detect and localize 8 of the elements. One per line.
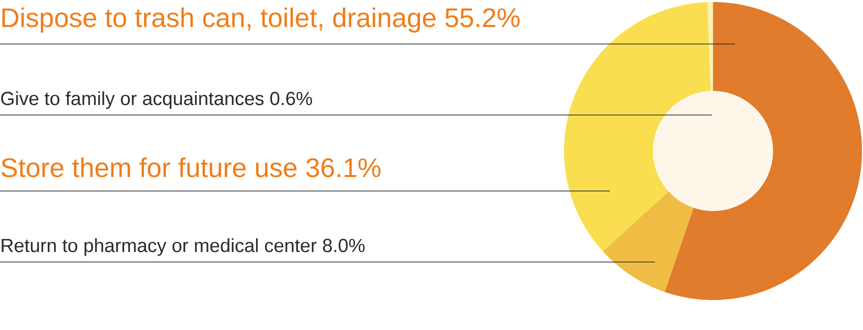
slice-label: Give to family or acquaintances: [1, 91, 264, 109]
data-label: 36.1%: [306, 158, 381, 178]
data-label: 0.6%: [270, 92, 312, 106]
data-label: 55.2%: [445, 8, 520, 28]
data-label: 8.0%: [322, 238, 365, 252]
slice-label: Dispose to trash can, toilet, drainage: [2, 8, 436, 33]
slice-label: Return to pharmacy or medical center: [2, 238, 317, 256]
slice-label: Store them for future use: [1, 158, 297, 178]
